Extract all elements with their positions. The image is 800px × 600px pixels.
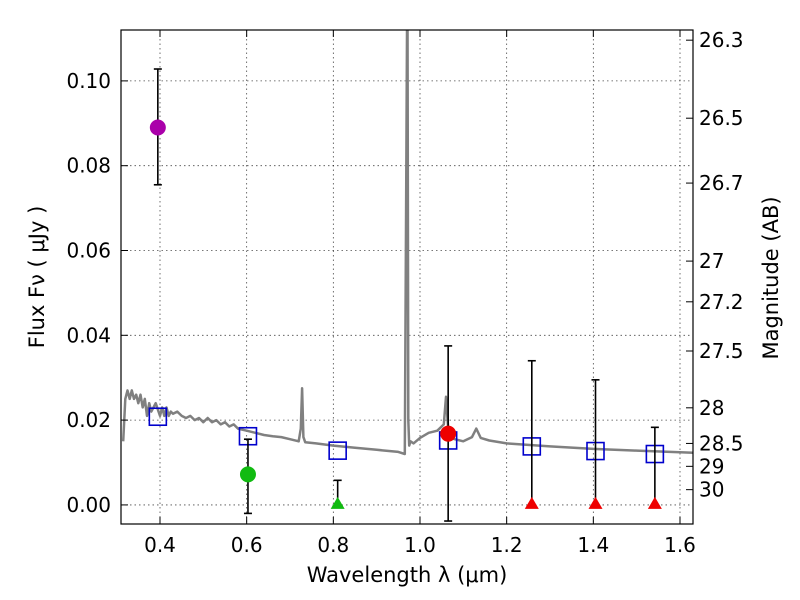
- observed-point: [440, 425, 457, 442]
- upper-limit-marker: [524, 496, 539, 509]
- observed-point: [239, 466, 256, 483]
- x-tick-label: 1.4: [577, 533, 609, 557]
- plot-area: [121, 30, 693, 522]
- right-tick-label: 30: [699, 478, 724, 502]
- right-tick-label: 28.5: [699, 431, 744, 455]
- x-tick-label: 1.0: [404, 533, 436, 557]
- model-point: [328, 441, 347, 460]
- right-tick-label: 27.5: [699, 339, 744, 363]
- right-tick-label: 26.5: [699, 106, 744, 130]
- y-tick-label: 0.04: [66, 323, 111, 347]
- y-tick-label: 0.10: [66, 69, 111, 93]
- x-tick-label: 0.8: [317, 533, 349, 557]
- y-tick-label: 0.02: [66, 408, 111, 432]
- upper-limit-marker: [588, 496, 603, 509]
- model-sed-line: [121, 30, 693, 456]
- x-tick-label: 0.4: [144, 533, 176, 557]
- y-tick-label: 0.06: [66, 238, 111, 262]
- grid: [121, 30, 693, 524]
- upper-limit-marker: [330, 496, 345, 509]
- y-tick-label: 0.08: [66, 154, 111, 178]
- y-axis-label: Flux Fν ( μJy ): [25, 206, 49, 349]
- axes: 0.4 0.6 0.8 1.0 1.2 1.4 1.6 0.00 0.02 0.04 0.06 0.0…: [66, 28, 743, 557]
- plot-frame: [120, 29, 694, 525]
- right-tick-label: 27: [699, 249, 724, 273]
- x-tick-label: 0.6: [231, 533, 263, 557]
- upper-limit-marker: [647, 496, 662, 509]
- observed-point: [149, 119, 166, 136]
- right-axis-label: Magnitude (AB): [759, 196, 783, 359]
- right-tick-label: 26.3: [699, 28, 744, 52]
- right-tick-label: 27.2: [699, 290, 744, 314]
- y-tick-label: 0.00: [66, 493, 111, 517]
- right-tick-label: 28: [699, 396, 724, 420]
- right-tick-label: 26.7: [699, 171, 744, 195]
- x-tick-label: 1.6: [664, 533, 696, 557]
- model-point: [148, 407, 168, 427]
- x-axis-label: Wavelength λ (μm): [307, 563, 508, 587]
- x-tick-label: 1.2: [491, 533, 523, 557]
- right-tick-label: 29: [699, 454, 724, 478]
